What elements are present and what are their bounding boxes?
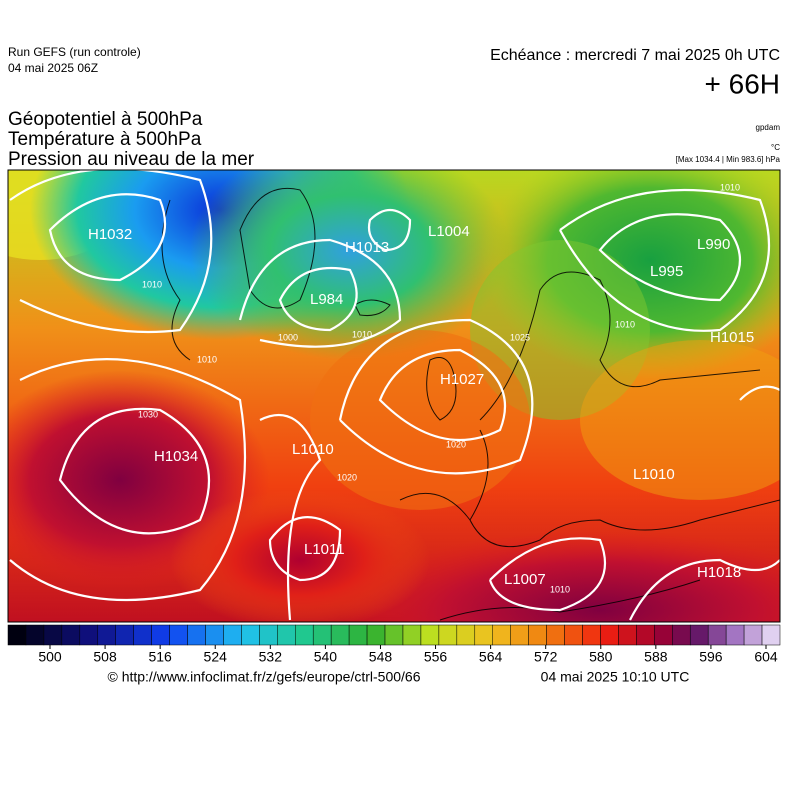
colorbar-swatch — [743, 624, 763, 646]
colorbar-tick-label: 508 — [93, 649, 117, 665]
colorbar-swatch — [295, 624, 314, 646]
map-title: Température à 500hPa — [8, 129, 202, 150]
colorbar-swatch — [492, 624, 511, 646]
colorbar-swatch — [474, 624, 493, 646]
colorbar-swatch — [636, 624, 655, 646]
colorbar-swatch — [618, 624, 637, 646]
colorbar-swatch — [546, 624, 565, 646]
colorbar-swatch — [151, 624, 170, 646]
colorbar-swatch — [259, 624, 278, 646]
colorbar-swatch — [25, 624, 45, 646]
map — [8, 170, 780, 622]
colorbar-swatch — [438, 624, 458, 646]
colorbar-tick-label: 564 — [479, 649, 503, 665]
isobar-label: 1000 — [278, 332, 298, 342]
colorbar-swatch — [654, 624, 673, 646]
colorbar-swatch — [672, 624, 691, 646]
colorbar-swatch — [348, 624, 368, 646]
isobar-label: 1010 — [550, 584, 570, 594]
lead-time: + 66H — [705, 68, 781, 99]
pressure-center: H1018 — [697, 564, 741, 581]
colorbar-swatch — [79, 624, 99, 646]
colorbar-swatch — [169, 624, 188, 646]
colorbar-swatch — [707, 624, 727, 646]
map-title: Pression au niveau de la mer — [8, 149, 255, 170]
colorbar-swatch — [97, 624, 116, 646]
isobar-label: 1020 — [446, 439, 466, 449]
colorbar-tick-label: 548 — [369, 649, 393, 665]
colorbar-swatch — [420, 624, 440, 646]
pressure-center: H1034 — [154, 448, 198, 465]
echeance: Echéance : mercredi 7 mai 2025 0h UTC — [490, 47, 780, 64]
colorbar-tick-label: 588 — [644, 649, 668, 665]
colorbar-swatch — [61, 624, 81, 646]
colorbar-swatch — [761, 624, 781, 646]
colorbar-tick-label: 580 — [589, 649, 613, 665]
colorbar-swatch — [689, 624, 709, 646]
unit-label: gpdam — [756, 123, 781, 132]
pressure-center: L995 — [650, 263, 683, 280]
colorbar-swatch — [384, 624, 404, 646]
unit-label: [Max 1034.4 | Min 983.6] hPa — [676, 155, 781, 164]
colorbar-swatch — [600, 624, 619, 646]
isobar-label: 1010 — [720, 182, 740, 192]
run-label: Run GEFS (run controle) — [8, 45, 141, 59]
pressure-center: H1013 — [345, 239, 389, 256]
colorbar-tick-label: 532 — [259, 649, 283, 665]
isobar-label: 1010 — [352, 329, 372, 339]
isobar-label: 1010 — [142, 279, 162, 289]
unit-label: °C — [771, 143, 780, 152]
colorbar-tick-label: 524 — [204, 649, 228, 665]
generated-time: 04 mai 2025 10:10 UTC — [541, 669, 690, 685]
colorbar-swatch — [366, 624, 386, 646]
colorbar-swatch — [456, 624, 476, 646]
pressure-center: L1011 — [304, 541, 345, 558]
colorbar-swatch — [510, 624, 529, 646]
isobar-label: 1010 — [615, 319, 635, 329]
colorbar-swatch — [564, 624, 583, 646]
colorbar-tick-label: 540 — [314, 649, 338, 665]
run-date: 04 mai 2025 06Z — [8, 61, 98, 75]
colorbar-tick-label: 556 — [424, 649, 448, 665]
colorbar-swatch — [528, 624, 547, 646]
pressure-center: H1027 — [440, 371, 484, 388]
colorbar-swatch — [205, 624, 224, 646]
pressure-center: L1007 — [504, 571, 546, 588]
colorbar-swatch — [43, 624, 63, 646]
pressure-center: L1010 — [633, 466, 675, 483]
isobar-label: 1010 — [197, 354, 217, 364]
colorbar-swatch — [133, 624, 152, 646]
colorbar-swatch — [330, 624, 350, 646]
colorbar-swatch — [582, 624, 601, 646]
colorbar-tick-label: 596 — [699, 649, 723, 665]
isobar-label: 1025 — [510, 332, 530, 342]
isobar-label: 1020 — [337, 472, 357, 482]
pressure-center: H1032 — [88, 226, 132, 243]
colorbar-swatch — [402, 624, 422, 646]
pressure-center: H1015 — [710, 329, 754, 346]
colorbar-swatch — [725, 624, 745, 646]
colorbar-tick-label: 604 — [754, 649, 778, 665]
pressure-center: L1010 — [292, 441, 334, 458]
colorbar-swatch — [115, 624, 134, 646]
pressure-center: L984 — [310, 291, 343, 308]
colorbar-tick-label: 500 — [38, 649, 62, 665]
source-url: © http://www.infoclimat.fr/z/gefs/europe… — [107, 669, 420, 685]
map-frame — [7, 169, 781, 623]
colorbar-swatch — [7, 624, 27, 646]
colorbar-tick-label: 516 — [148, 649, 172, 665]
map-title: Géopotentiel à 500hPa — [8, 109, 203, 130]
colorbar-swatch — [187, 624, 206, 646]
colorbar-swatch — [241, 624, 260, 646]
colorbar-tick-label: 572 — [534, 649, 558, 665]
colorbar-swatch — [223, 624, 242, 646]
colorbar-swatch — [312, 624, 332, 646]
isobar-label: 1030 — [138, 409, 158, 419]
pressure-center: L990 — [697, 236, 730, 253]
pressure-center: L1004 — [428, 223, 470, 240]
colorbar-swatch — [277, 624, 296, 646]
